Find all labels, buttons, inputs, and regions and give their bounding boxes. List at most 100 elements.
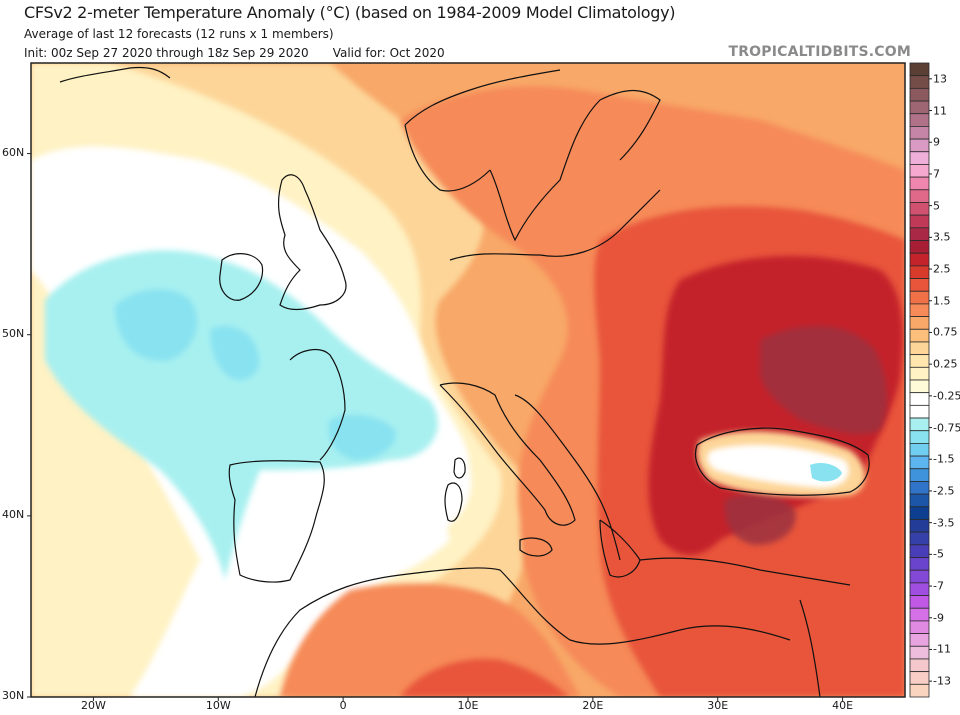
colorbar-swatch (909, 290, 930, 305)
map-title: CFSv2 2-meter Temperature Anomaly (°C) (… (24, 3, 676, 22)
lat-tick-label: 50N (2, 326, 25, 340)
brand-watermark: TROPICALTIDBITS.COM (728, 44, 911, 60)
colorbar-swatch (909, 341, 930, 356)
colorbar-swatch (909, 138, 930, 153)
colorbar-label: 1.5 (933, 294, 951, 308)
colorbar-swatch (909, 100, 930, 115)
colorbar-swatch (909, 265, 930, 279)
colorbar-label: -13 (933, 674, 951, 688)
colorbar-label: -0.75 (933, 421, 960, 435)
colorbar-label: -11 (933, 642, 951, 656)
colorbar-swatch (909, 442, 930, 457)
colorbar-swatch (909, 595, 930, 609)
colorbar-swatch (909, 252, 930, 267)
colorbar-label: -1.5 (933, 452, 955, 466)
coast-sweden (489, 99, 601, 242)
colorbar-swatch (909, 683, 930, 698)
colorbar-swatch (909, 392, 930, 406)
coast-north-africa (254, 567, 791, 697)
colorbar-label: 5 (933, 199, 940, 213)
colorbar-swatch (909, 164, 930, 178)
axis-ticks (27, 153, 844, 701)
colorbar-label: 3.5 (933, 230, 951, 244)
colorbar-label: -2.5 (933, 484, 955, 498)
lon-tick-label: 10W (205, 699, 231, 712)
colorbar-swatch (909, 113, 930, 127)
colorbar-label: 13 (933, 72, 947, 86)
lon-tick-label: 0 (339, 699, 347, 712)
colorbar-swatch (909, 202, 930, 216)
colorbar-swatch (909, 278, 930, 292)
colorbar-swatch (909, 303, 930, 318)
colorbar-swatch (909, 658, 930, 673)
colorbar-swatch (909, 506, 930, 520)
colorbar-swatch (909, 227, 930, 241)
colorbar-swatch (909, 354, 930, 368)
colorbar-swatch (909, 240, 930, 254)
colorbar-swatch (909, 189, 930, 203)
colorbar-swatch (909, 430, 930, 444)
field-minus-0.75-france (328, 414, 396, 460)
field-minus-0.75-biscay (210, 325, 260, 380)
field-5-turkey (724, 494, 796, 545)
lat-tick-label: 40N (2, 507, 25, 521)
colorbar-label: -5 (933, 547, 944, 561)
coast-great-britain (277, 174, 347, 311)
coast-norway (404, 69, 561, 192)
colorbar-label: 11 (933, 104, 947, 118)
colorbar-swatch (909, 620, 930, 634)
colorbar-swatch (909, 417, 930, 432)
field-5-ukraine (760, 326, 887, 435)
colorbar-swatch (909, 151, 930, 165)
colorbar-swatch (909, 607, 930, 622)
colorbar-label: 2.5 (933, 262, 951, 276)
coast-iberia (228, 460, 325, 583)
map-subtitle: Average of last 12 forecasts (12 runs x … (24, 27, 334, 41)
field-iberia-0 (226, 446, 450, 624)
colorbar-label: -9 (933, 611, 944, 625)
colorbar-swatch (909, 214, 930, 229)
colorbar-swatch (909, 582, 930, 596)
colorbar-label: 7 (933, 167, 940, 181)
lon-tick-label: 10E (457, 699, 479, 712)
lat-tick-label: 30N (2, 689, 25, 702)
coast-ireland (219, 253, 264, 301)
colorbar-label: -7 (933, 579, 944, 593)
colorbar-swatch (909, 519, 930, 533)
colorbar-swatch (909, 328, 930, 343)
coast-corsica (453, 457, 466, 479)
coast-levant (799, 599, 821, 697)
colorbar-swatch (909, 176, 930, 191)
init-time: Init: 00z Sep 27 2020 through 18z Sep 29… (24, 46, 309, 60)
colorbar-swatch (909, 404, 930, 419)
colorbar-label: 9 (933, 135, 940, 149)
coast-turkey-south (639, 557, 851, 586)
lon-tick-label: 20W (80, 699, 106, 712)
colorbar-swatch (909, 316, 930, 330)
lon-tick-label: 30E (707, 699, 729, 712)
coast-black-sea (695, 427, 870, 496)
colorbar-swatch (909, 557, 930, 571)
lon-tick-label: 40E (832, 699, 854, 712)
anomaly-field (31, 63, 905, 697)
coast-france-west (289, 348, 346, 461)
colorbar-swatch (909, 468, 930, 482)
lat-tick-label: 60N (2, 145, 25, 159)
coast-greece (599, 519, 641, 578)
colorbar-swatch (909, 544, 930, 558)
colorbar-swatch (909, 87, 930, 102)
coast-iceland (59, 66, 171, 83)
colorbar-swatch (909, 671, 930, 685)
field-blacksea-cool (810, 462, 842, 482)
field-nafrica-2.5 (400, 659, 570, 697)
colorbar-swatch (909, 75, 930, 89)
colorbar-swatch (909, 455, 930, 470)
colorbar-swatch (909, 493, 930, 508)
coast-italy (439, 382, 576, 526)
colorbar-swatch (909, 645, 930, 660)
colorbar-label: -3.5 (933, 516, 955, 530)
colorbar-swatch (909, 379, 930, 394)
valid-time: Valid for: Oct 2020 (332, 46, 445, 60)
coast-finland (599, 89, 661, 161)
